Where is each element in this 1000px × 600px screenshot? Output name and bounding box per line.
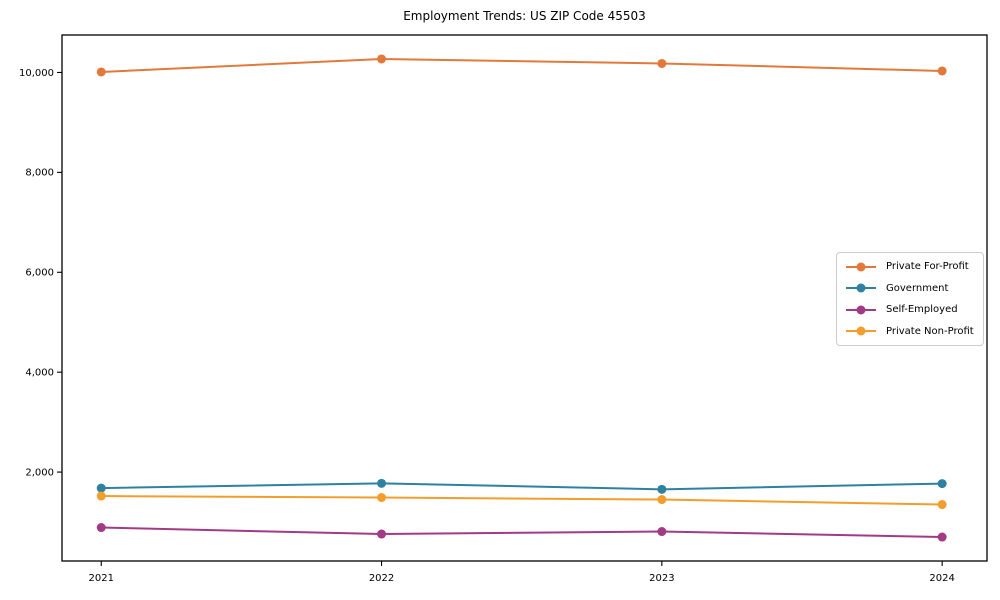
data-point-government	[657, 484, 667, 494]
data-point-government	[937, 479, 947, 489]
data-point-private-for-profit	[657, 58, 667, 68]
legend-marker-icon	[846, 262, 876, 272]
data-point-self-employed	[657, 527, 667, 537]
legend: Private For-Profit Government Self-Employe…	[836, 252, 984, 346]
legend-item: Private For-Profit	[845, 256, 981, 278]
data-point-private-for-profit	[96, 67, 106, 77]
legend-label: Private Non-Profit	[886, 325, 974, 337]
data-point-private-for-profit	[377, 54, 387, 64]
legend-item: Government	[845, 278, 981, 300]
data-point-private-non-profit	[937, 500, 947, 510]
x-tick-label: 2022	[369, 573, 394, 584]
data-point-private-non-profit	[657, 495, 667, 505]
chart-title: Employment Trends: US ZIP Code 45503	[403, 9, 646, 23]
legend-label: Private For-Profit	[886, 261, 969, 273]
legend-marker-icon	[846, 326, 876, 336]
data-point-private-non-profit	[377, 493, 387, 503]
x-tick-label: 2023	[649, 573, 674, 584]
data-point-government	[377, 478, 387, 488]
series-line-government	[101, 482, 943, 491]
plot-frame	[61, 34, 988, 562]
legend-label: Government	[886, 282, 949, 294]
legend-marker-icon	[846, 305, 876, 315]
y-tick-label: 8,000	[25, 168, 54, 179]
legend-item: Private Non-Profit	[845, 321, 981, 343]
y-tick-label: 10,000	[19, 68, 54, 79]
series-line-private-non-profit	[101, 495, 943, 506]
data-point-self-employed	[96, 523, 106, 533]
data-point-private-for-profit	[937, 66, 947, 76]
data-point-self-employed	[377, 529, 387, 539]
y-tick-label: 2,000	[25, 467, 54, 478]
y-tick-label: 6,000	[25, 268, 54, 279]
legend-marker-icon	[846, 283, 876, 293]
legend-label: Self-Employed	[886, 304, 958, 316]
data-point-private-non-profit	[96, 491, 106, 501]
legend-item: Self-Employed	[845, 299, 981, 321]
series-line-self-employed	[101, 526, 943, 539]
x-tick-label: 2021	[89, 573, 114, 584]
y-tick-label: 4,000	[25, 367, 54, 378]
x-tick-label: 2024	[929, 573, 954, 584]
data-point-self-employed	[937, 532, 947, 542]
series-line-private-for-profit	[101, 57, 943, 73]
data-point-government	[96, 483, 106, 493]
